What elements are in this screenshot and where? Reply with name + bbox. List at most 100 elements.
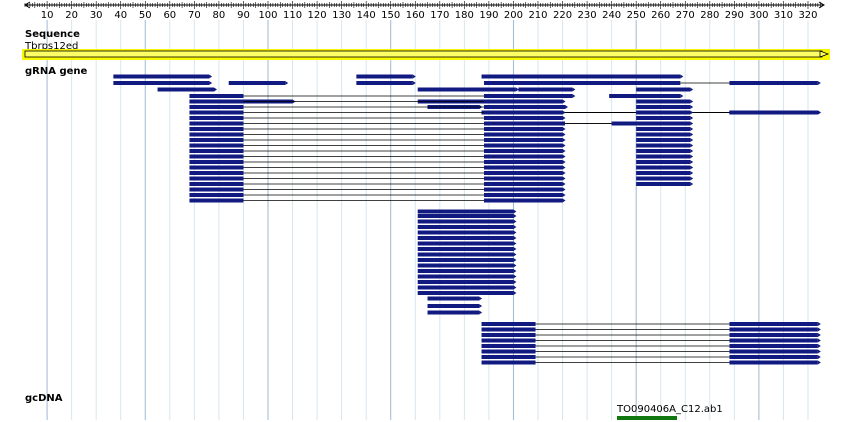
grna-block[interactable]: [189, 182, 244, 186]
grna-block[interactable]: [729, 360, 818, 365]
grna-block[interactable]: [729, 349, 818, 354]
grna-block[interactable]: [417, 209, 514, 214]
grna-feature[interactable]: [189, 165, 566, 170]
grna-block[interactable]: [481, 355, 536, 359]
grna-feature[interactable]: [481, 338, 821, 343]
grna-feature[interactable]: [481, 344, 821, 348]
grna-block[interactable]: [636, 99, 691, 104]
grna-feature[interactable]: [189, 132, 566, 137]
grna-block[interactable]: [483, 143, 563, 148]
grna-block[interactable]: [228, 81, 286, 85]
grna-block[interactable]: [481, 333, 536, 337]
grna-block[interactable]: [189, 143, 244, 148]
grna-feature[interactable]: [417, 285, 517, 290]
grna-block[interactable]: [483, 154, 563, 159]
grna-block[interactable]: [189, 105, 244, 109]
grna-block[interactable]: [729, 333, 818, 337]
grna-feature[interactable]: [189, 116, 566, 120]
grna-block[interactable]: [729, 322, 818, 326]
grna-feature[interactable]: [636, 94, 684, 98]
grna-feature[interactable]: [417, 87, 519, 92]
grna-block[interactable]: [481, 349, 536, 354]
grna-feature[interactable]: [417, 274, 517, 279]
grna-block[interactable]: [636, 171, 691, 175]
grna-feature[interactable]: [481, 322, 821, 326]
grna-block[interactable]: [518, 94, 573, 98]
grna-feature[interactable]: [636, 171, 694, 175]
grna-block[interactable]: [729, 344, 818, 348]
grna-feature[interactable]: [417, 263, 517, 268]
grna-block[interactable]: [636, 154, 691, 159]
grna-block[interactable]: [483, 171, 563, 175]
grna-feature[interactable]: [189, 198, 566, 203]
sequence-feature[interactable]: [24, 50, 823, 58]
grna-feature[interactable]: [157, 87, 217, 92]
grna-block[interactable]: [483, 165, 563, 170]
grna-block[interactable]: [417, 280, 514, 284]
grna-feature[interactable]: [636, 149, 694, 153]
grna-block[interactable]: [189, 165, 244, 170]
grna-block[interactable]: [189, 132, 244, 137]
grna-feature[interactable]: [417, 225, 517, 229]
grna-feature[interactable]: [636, 182, 694, 186]
grna-block[interactable]: [636, 116, 691, 120]
grna-block[interactable]: [189, 138, 244, 142]
grna-feature[interactable]: [417, 219, 517, 224]
grna-feature[interactable]: [636, 132, 694, 137]
grna-feature[interactable]: [189, 121, 566, 126]
grna-block[interactable]: [483, 132, 563, 137]
grna-feature[interactable]: [417, 280, 517, 284]
grna-feature[interactable]: [189, 127, 566, 131]
grna-feature[interactable]: [417, 269, 517, 273]
grna-block[interactable]: [189, 94, 244, 98]
grna-feature[interactable]: [417, 230, 517, 235]
grna-block[interactable]: [356, 81, 413, 85]
grna-feature[interactable]: [481, 355, 821, 359]
grna-feature[interactable]: [636, 154, 694, 159]
grna-block[interactable]: [417, 269, 514, 273]
grna-block[interactable]: [481, 322, 536, 326]
grna-feature[interactable]: [417, 252, 517, 257]
grna-feature[interactable]: [417, 258, 517, 262]
grna-block[interactable]: [417, 236, 514, 240]
grna-block[interactable]: [189, 198, 244, 203]
grna-feature[interactable]: [189, 154, 566, 159]
grna-feature[interactable]: [636, 127, 694, 131]
grna-block[interactable]: [481, 344, 536, 348]
grna-feature[interactable]: [427, 304, 483, 308]
grna-block[interactable]: [483, 149, 563, 153]
grna-feature[interactable]: [518, 94, 576, 98]
grna-block[interactable]: [636, 143, 691, 148]
grna-block[interactable]: [417, 219, 514, 224]
grna-feature[interactable]: [636, 121, 694, 126]
grna-feature[interactable]: [189, 143, 566, 148]
grna-block[interactable]: [417, 274, 514, 279]
grna-block[interactable]: [417, 225, 514, 229]
grna-block[interactable]: [189, 110, 244, 115]
grna-feature[interactable]: [113, 74, 213, 79]
grna-feature[interactable]: [189, 110, 566, 115]
grna-block[interactable]: [427, 310, 480, 315]
grna-block[interactable]: [483, 99, 563, 104]
grna-block[interactable]: [729, 327, 818, 332]
grna-block[interactable]: [483, 105, 563, 109]
grna-feature[interactable]: [189, 176, 566, 181]
grna-feature[interactable]: [417, 236, 517, 240]
grna-feature[interactable]: [481, 74, 684, 79]
grna-block[interactable]: [636, 176, 691, 181]
grna-feature[interactable]: [427, 296, 483, 301]
grna-block[interactable]: [189, 193, 244, 197]
grna-block[interactable]: [729, 110, 818, 115]
grna-block[interactable]: [427, 296, 480, 301]
gcdna-feature[interactable]: [617, 416, 677, 420]
grna-feature[interactable]: [113, 81, 213, 85]
grna-feature[interactable]: [189, 149, 566, 153]
grna-feature[interactable]: [189, 187, 566, 192]
grna-block[interactable]: [417, 258, 514, 262]
grna-feature[interactable]: [481, 333, 821, 337]
grna-block[interactable]: [636, 138, 691, 142]
grna-feature[interactable]: [483, 81, 821, 85]
grna-feature[interactable]: [636, 105, 694, 109]
grna-feature[interactable]: [189, 99, 566, 104]
